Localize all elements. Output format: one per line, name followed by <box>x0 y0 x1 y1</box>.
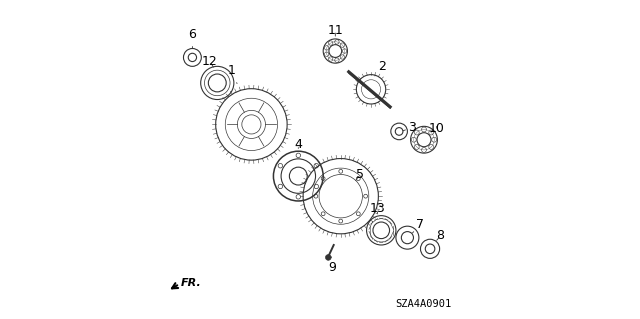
Text: 8: 8 <box>436 229 445 242</box>
Text: 9: 9 <box>328 257 336 273</box>
Circle shape <box>325 255 331 260</box>
Text: 13: 13 <box>369 203 385 215</box>
Text: 4: 4 <box>294 138 302 151</box>
Text: 3: 3 <box>403 121 416 134</box>
Text: SZA4A0901: SZA4A0901 <box>396 299 452 309</box>
Text: 11: 11 <box>328 24 343 37</box>
Text: 10: 10 <box>429 122 445 135</box>
Text: FR.: FR. <box>181 278 202 288</box>
Text: 6: 6 <box>188 28 196 48</box>
Text: 2: 2 <box>375 60 386 76</box>
Text: 5: 5 <box>356 168 364 181</box>
Text: 7: 7 <box>413 219 424 233</box>
Text: 1: 1 <box>227 64 237 84</box>
Text: 12: 12 <box>202 55 218 68</box>
